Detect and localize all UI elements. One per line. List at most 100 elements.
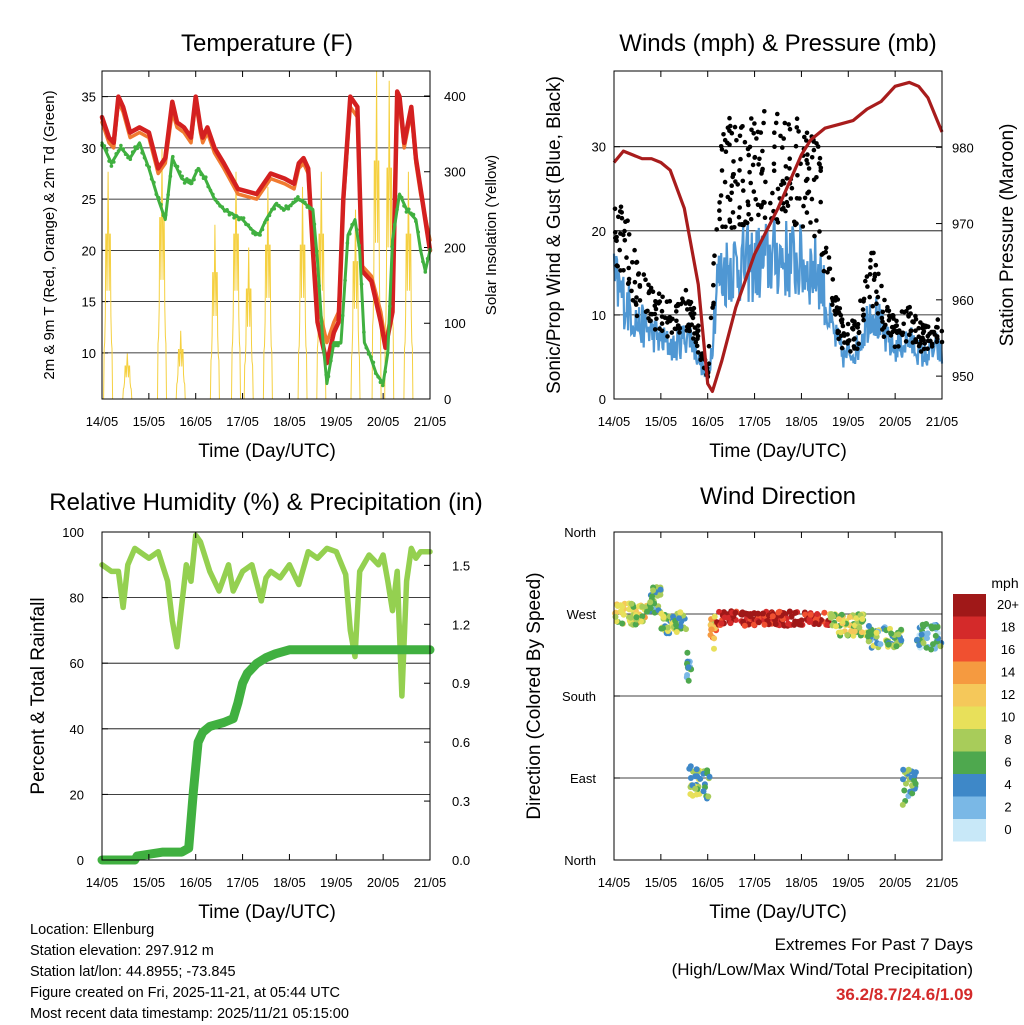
humidity-x-tick-label: 17/05: [226, 875, 259, 890]
dewpoint-point: [272, 206, 277, 211]
direction-point: [614, 603, 621, 609]
gust-point: [648, 311, 653, 317]
gust-point: [836, 336, 841, 342]
dewpoint-point: [338, 341, 343, 345]
gust-point: [722, 137, 728, 143]
dewpoint-point: [425, 256, 430, 261]
winds-y-tick-label: 0: [599, 392, 606, 407]
gust-point: [738, 125, 744, 130]
direction-point: [692, 785, 699, 792]
gust-point: [913, 317, 919, 322]
humidity-x-tick-label: 15/05: [133, 875, 166, 890]
direction-point: [792, 609, 799, 616]
speed-legend-swatch: [953, 594, 986, 617]
gust-point: [787, 126, 793, 132]
gust-point: [752, 154, 758, 160]
gust-point: [856, 329, 862, 335]
dewpoint-point: [277, 203, 281, 208]
gust-point: [855, 346, 860, 352]
gust-point: [867, 294, 872, 300]
dewpoint-point: [182, 181, 187, 185]
dewpoint-point: [116, 149, 121, 153]
direction-point: [673, 621, 680, 628]
gust-point: [729, 183, 734, 188]
speed-legend-label: 6: [1004, 755, 1011, 770]
gust-point: [618, 204, 624, 210]
gust-point: [727, 115, 732, 121]
gust-point: [626, 276, 632, 282]
direction-point: [738, 610, 744, 617]
direction-point: [673, 629, 680, 635]
gust-point: [652, 303, 658, 309]
temperature-y-tick-label: 20: [82, 243, 96, 258]
gust-point: [763, 179, 768, 185]
gust-point: [684, 324, 690, 330]
gust-point: [717, 216, 722, 222]
speed-legend-label: 20+: [997, 597, 1019, 612]
direction-point: [664, 624, 671, 631]
gust-point: [624, 255, 629, 260]
gust-point: [870, 303, 875, 309]
speed-legend-swatch: [953, 751, 986, 774]
direction-point: [833, 623, 839, 630]
dewpoint-point: [142, 156, 147, 160]
gust-point: [921, 346, 927, 352]
gust-point: [634, 295, 639, 300]
gust-point: [743, 219, 748, 224]
dewpoint-point: [399, 195, 404, 200]
solar-insolation-trace: [262, 186, 273, 400]
dewpoint-point: [265, 217, 270, 222]
gust-point: [880, 309, 886, 315]
dewpoint-point: [381, 383, 385, 388]
direction-point: [923, 644, 930, 651]
gust-point: [691, 311, 697, 317]
dewpoint-point: [357, 243, 362, 248]
gust-point: [677, 330, 682, 335]
gust-point: [688, 299, 694, 305]
dewpoint-point: [388, 304, 392, 309]
humidity-x-tick-label: 14/05: [86, 875, 119, 890]
dewpoint-point: [215, 200, 220, 205]
temperature-y2-tick-label: 300: [444, 165, 466, 180]
humidity-plot-area: 0 20 40 60 80 100 0.0 0.3 0.6 0.9 1.2 1.5 14/05 15/05…: [62, 525, 470, 890]
winds-y2-tick-label: 960: [952, 293, 974, 308]
direction-point: [741, 622, 748, 629]
gust-point: [738, 156, 743, 162]
dewpoint-point: [102, 144, 107, 148]
gust-point: [691, 336, 696, 341]
gust-point: [830, 302, 835, 308]
direction-point: [647, 605, 654, 612]
gust-point: [643, 277, 648, 283]
direction-point: [893, 643, 900, 650]
direction-point: [865, 633, 871, 640]
temperature-y-tick-label: 25: [82, 192, 96, 207]
gust-point: [802, 134, 807, 140]
dewpoint-point: [326, 374, 331, 379]
direction-point: [899, 801, 906, 808]
dewpoint-point: [416, 230, 421, 234]
direction-point: [788, 613, 795, 620]
gust-point: [794, 116, 800, 121]
gust-point: [717, 200, 722, 205]
gust-point: [734, 138, 739, 143]
dewpoint-point: [310, 207, 314, 211]
gust-point: [690, 307, 695, 313]
gust-point: [882, 297, 887, 303]
gust-point: [730, 172, 736, 177]
direction-point: [865, 638, 872, 645]
gust-point: [772, 130, 777, 135]
gust-point: [737, 133, 743, 139]
gust-point: [783, 164, 789, 169]
dewpoint-point: [178, 170, 182, 174]
dewpoint-point: [274, 201, 279, 206]
temperature-frame: [101, 70, 431, 400]
dewpoint-point: [166, 193, 170, 197]
gust-point: [821, 268, 827, 274]
gust-point: [711, 282, 716, 288]
direction-x-label: Time (Day/UTC): [709, 902, 847, 923]
gust-point: [708, 315, 714, 321]
speed-legend-label: 18: [1001, 620, 1015, 635]
gust-point: [721, 132, 726, 137]
gust-point: [617, 247, 622, 253]
